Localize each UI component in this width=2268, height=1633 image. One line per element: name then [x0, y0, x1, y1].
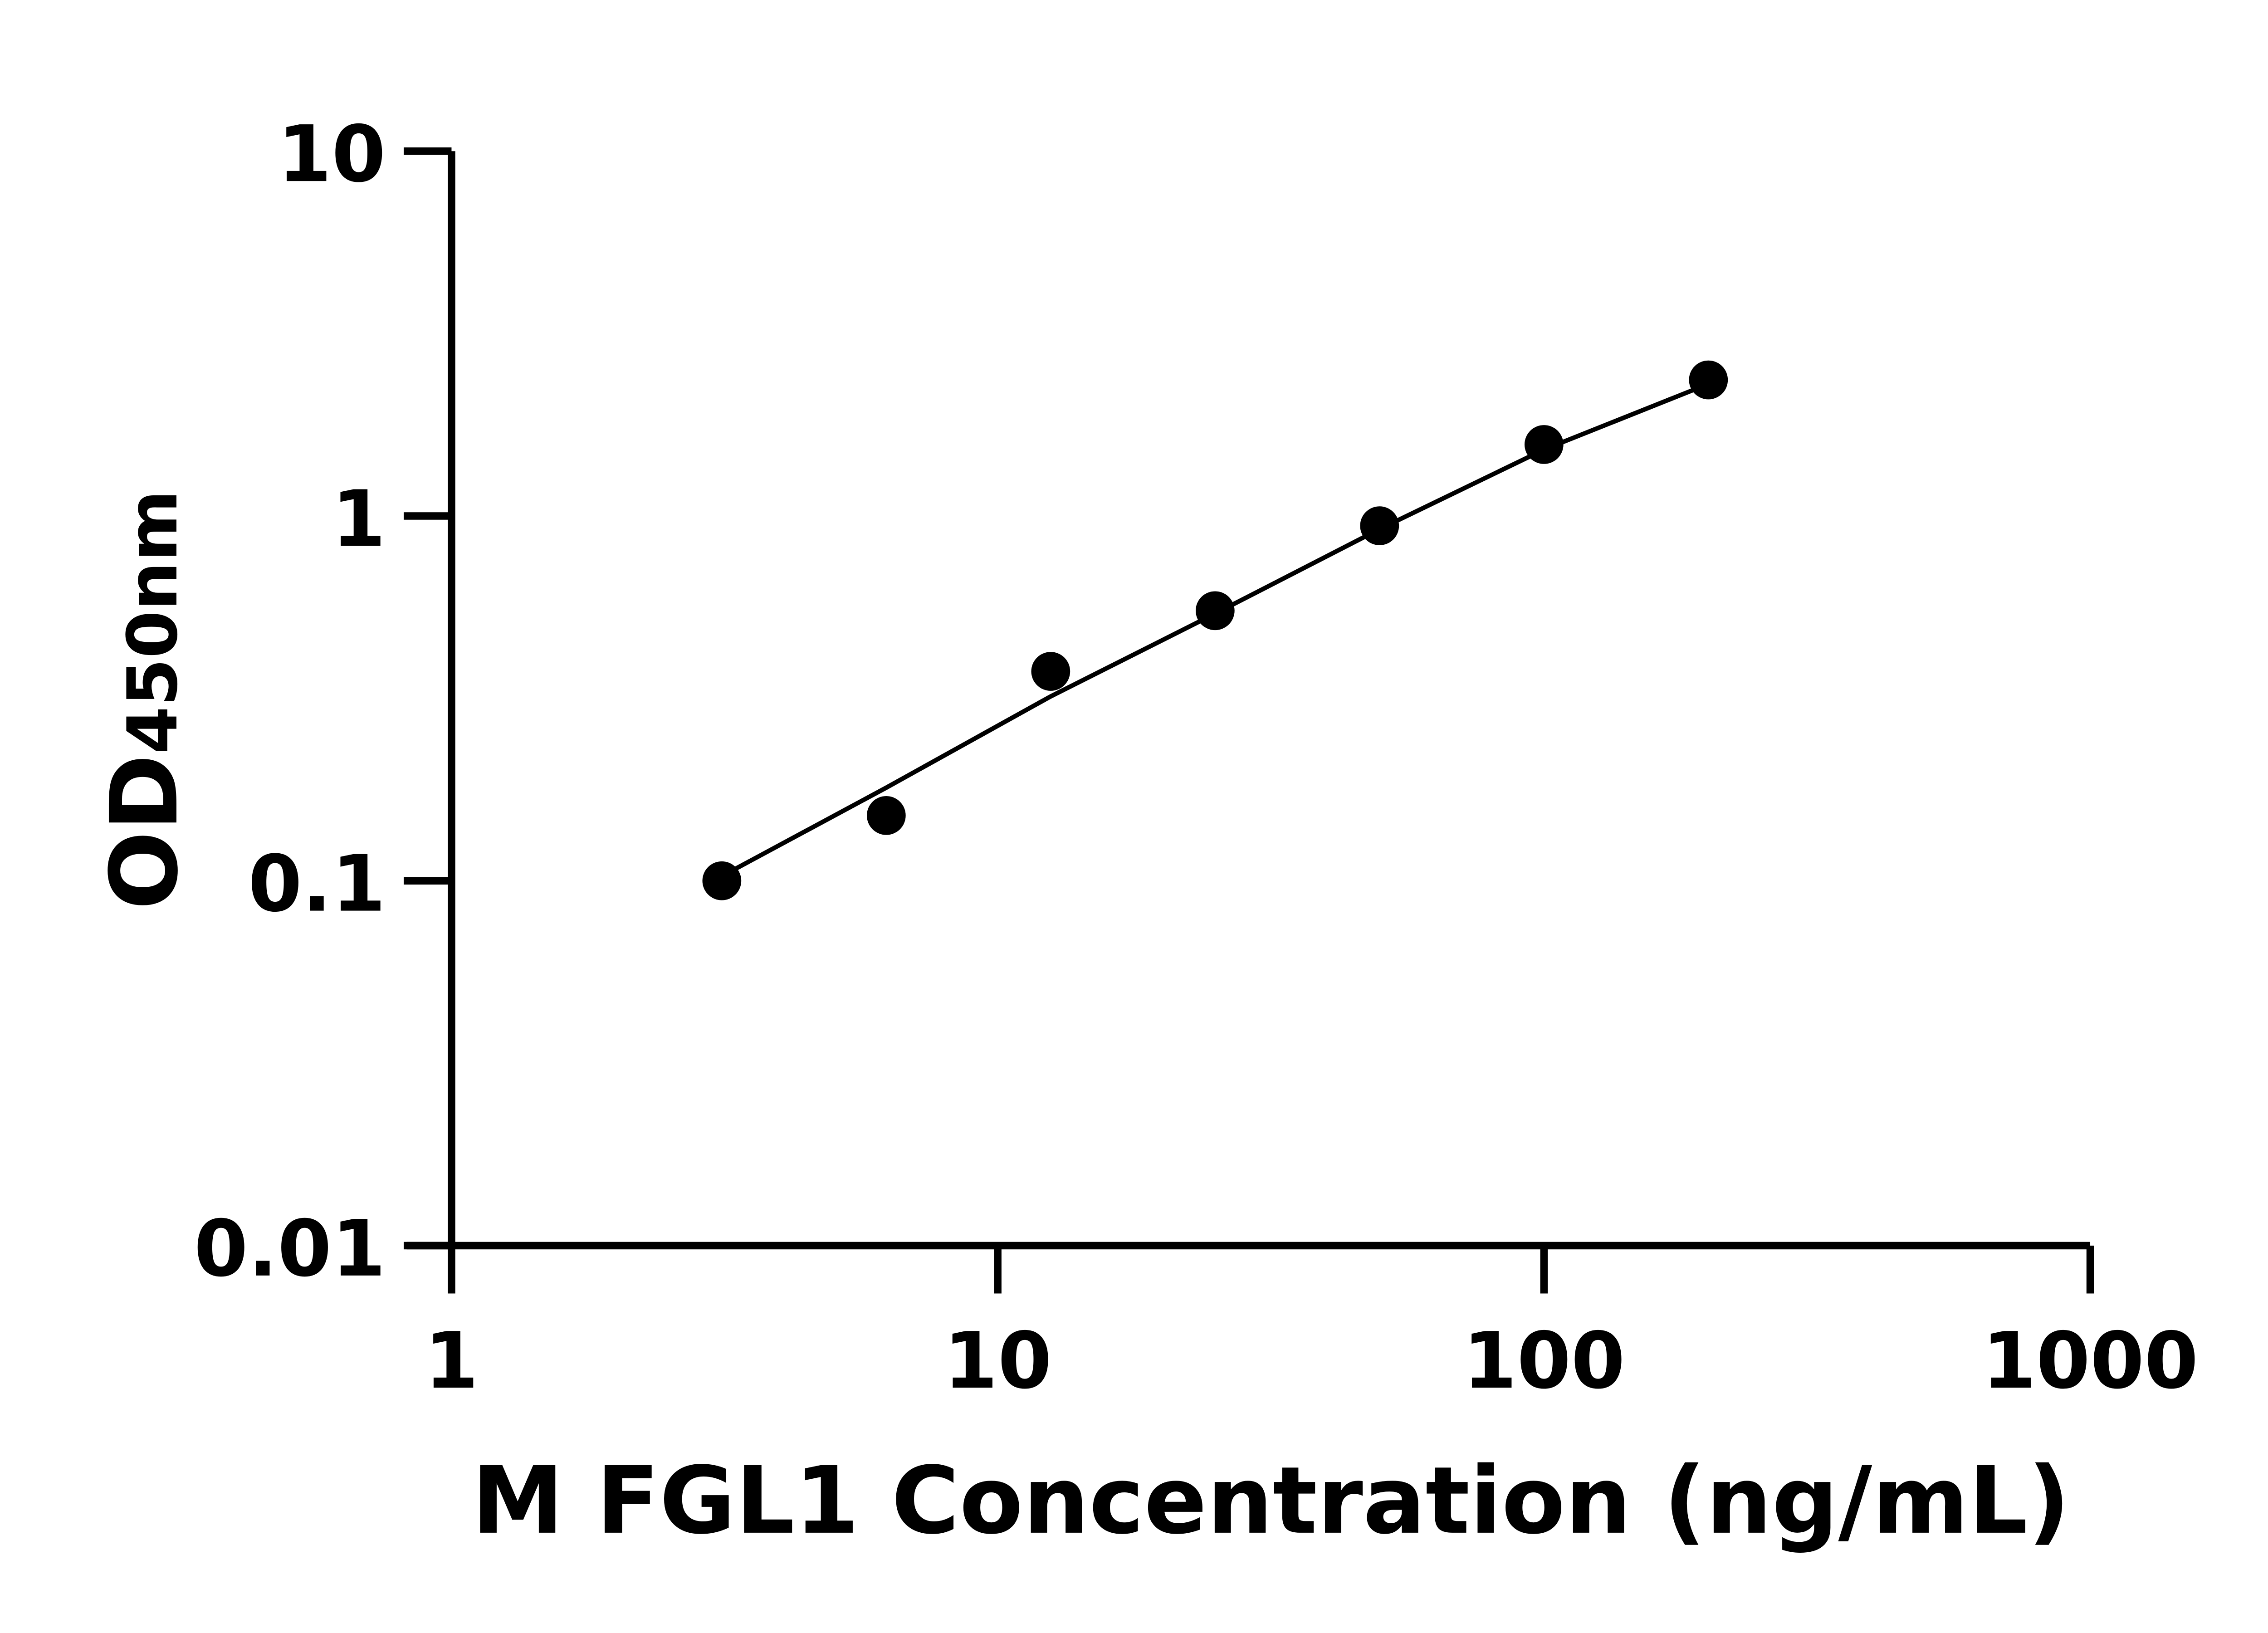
y-tick-label: 0.01	[194, 1204, 386, 1294]
y-axis-label: OD450nm	[91, 490, 199, 910]
x-tick-label: 1	[425, 1316, 479, 1406]
data-point	[1360, 506, 1399, 545]
y-tick-label: 1	[332, 474, 386, 564]
x-tick-label: 10	[943, 1316, 1052, 1406]
x-tick-label: 1000	[1982, 1316, 2199, 1406]
axes	[406, 151, 2091, 1250]
data-point	[866, 796, 906, 835]
x-tick-label: 100	[1463, 1316, 1625, 1406]
data-point	[1195, 591, 1235, 631]
data-point	[702, 861, 742, 900]
data-point	[1524, 425, 1564, 464]
data-points	[702, 360, 1728, 900]
x-ticks: 1 10 100 1000	[425, 1245, 2199, 1406]
y-tick-label: 10	[278, 109, 386, 200]
y-axis-label-main: OD	[91, 754, 199, 909]
y-ticks: 0.01 0.1 1 10	[194, 109, 452, 1294]
x-axis-label: M FGL1 Concentration (ng/mL)	[472, 1447, 2070, 1555]
data-point	[1031, 652, 1070, 691]
data-point	[1689, 360, 1728, 400]
y-axis-label-sub: 450nm	[112, 490, 193, 754]
y-tick-label: 0.1	[248, 839, 386, 929]
